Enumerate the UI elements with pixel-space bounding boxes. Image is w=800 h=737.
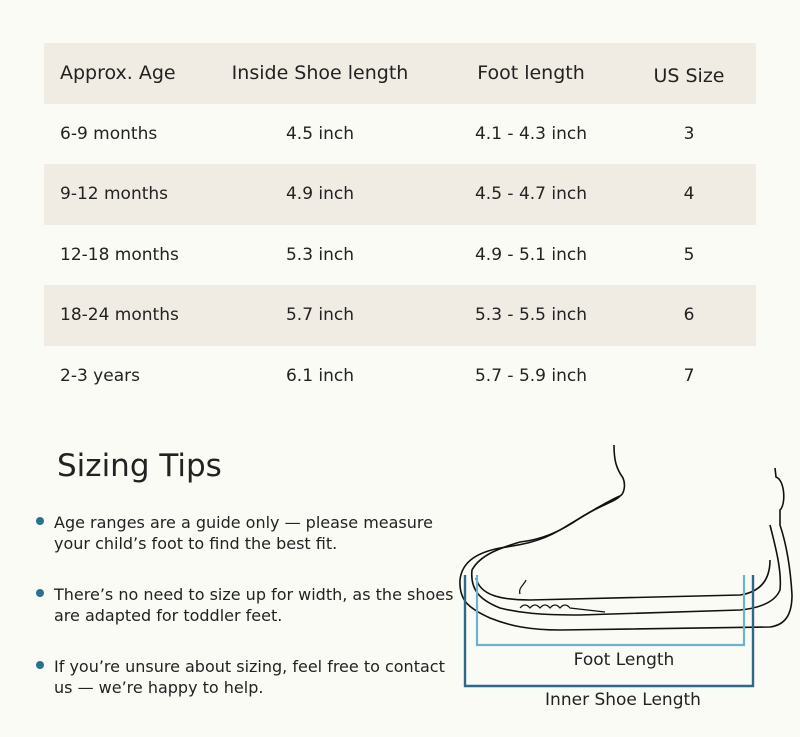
list-item: If you’re unsure about sizing, feel free… [36,656,456,698]
list-item: There’s no need to size up for width, as… [36,584,456,626]
foot-shoe-outline-icon [459,444,793,631]
cell-foot-length: 4.9 - 5.1 inch [474,244,588,265]
header-age: Approx. Age [60,62,176,85]
foot-in-shoe-diagram: Foot Length Inner Shoe Length [459,444,793,710]
cell-foot-length: 5.3 - 5.5 inch [474,305,588,326]
cell-age: 9-12 months [60,184,169,205]
cell-inside-shoe: 4.5 inch [285,123,355,144]
sizing-tips-list: Age ranges are a guide only — please mea… [36,512,456,728]
table-row: 6-9 months 4.5 inch 4.1 - 4.3 inch 3 [44,104,756,165]
foot-length-bracket [475,575,746,647]
size-chart-table: Approx. Age Inside Shoe length Foot leng… [44,43,756,406]
tip-text: There’s no need to size up for width, as… [54,585,454,625]
cell-us-size: 7 [683,365,695,386]
cell-inside-shoe: 5.7 inch [285,305,355,326]
bullet-icon [36,589,44,597]
bullet-icon [36,661,44,669]
inner-shoe-length-label: Inner Shoe Length [545,690,701,710]
tip-text: If you’re unsure about sizing, feel free… [54,657,445,697]
table-row: 18-24 months 5.7 inch 5.3 - 5.5 inch 6 [44,285,756,346]
cell-us-size: 5 [683,244,695,265]
cell-inside-shoe: 5.3 inch [285,244,355,265]
table-row: 12-18 months 5.3 inch 4.9 - 5.1 inch 5 [44,225,756,286]
header-inside-shoe: Inside Shoe length [231,62,409,85]
cell-inside-shoe: 6.1 inch [285,365,355,386]
foot-length-label: Foot Length [574,650,675,670]
cell-inside-shoe: 4.9 inch [285,184,355,205]
cell-us-size: 3 [683,123,695,144]
cell-age: 2-3 years [60,365,140,386]
header-foot-length: Foot length [477,62,585,85]
cell-foot-length: 4.5 - 4.7 inch [474,184,588,205]
list-item: Age ranges are a guide only — please mea… [36,512,456,554]
bullet-icon [36,517,44,525]
tip-text: Age ranges are a guide only — please mea… [54,513,433,553]
table-header: Approx. Age Inside Shoe length Foot leng… [44,43,756,104]
cell-age: 12-18 months [60,244,179,265]
cell-age: 18-24 months [60,305,179,326]
sizing-tips-title: Sizing Tips [57,448,222,484]
header-us-size: US Size [653,65,725,88]
inner-shoe-length-bracket [463,575,755,688]
cell-us-size: 6 [683,305,695,326]
cell-foot-length: 4.1 - 4.3 inch [474,123,588,144]
table-row: 9-12 months 4.9 inch 4.5 - 4.7 inch 4 [44,164,756,225]
cell-age: 6-9 months [60,123,158,144]
cell-us-size: 4 [683,184,695,205]
cell-foot-length: 5.7 - 5.9 inch [474,365,588,386]
table-row: 2-3 years 6.1 inch 5.7 - 5.9 inch 7 [44,346,756,407]
